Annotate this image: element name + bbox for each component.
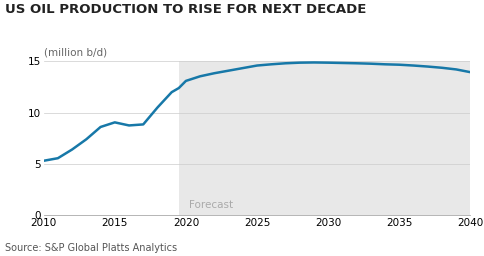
Text: Forecast: Forecast [188, 200, 232, 210]
Text: (million b/d): (million b/d) [44, 48, 106, 58]
Bar [179, 61, 477, 215]
Text: US OIL PRODUCTION TO RISE FOR NEXT DECADE: US OIL PRODUCTION TO RISE FOR NEXT DECAD… [5, 3, 365, 16]
Text: Source: S&P Global Platts Analytics: Source: S&P Global Platts Analytics [5, 243, 177, 253]
